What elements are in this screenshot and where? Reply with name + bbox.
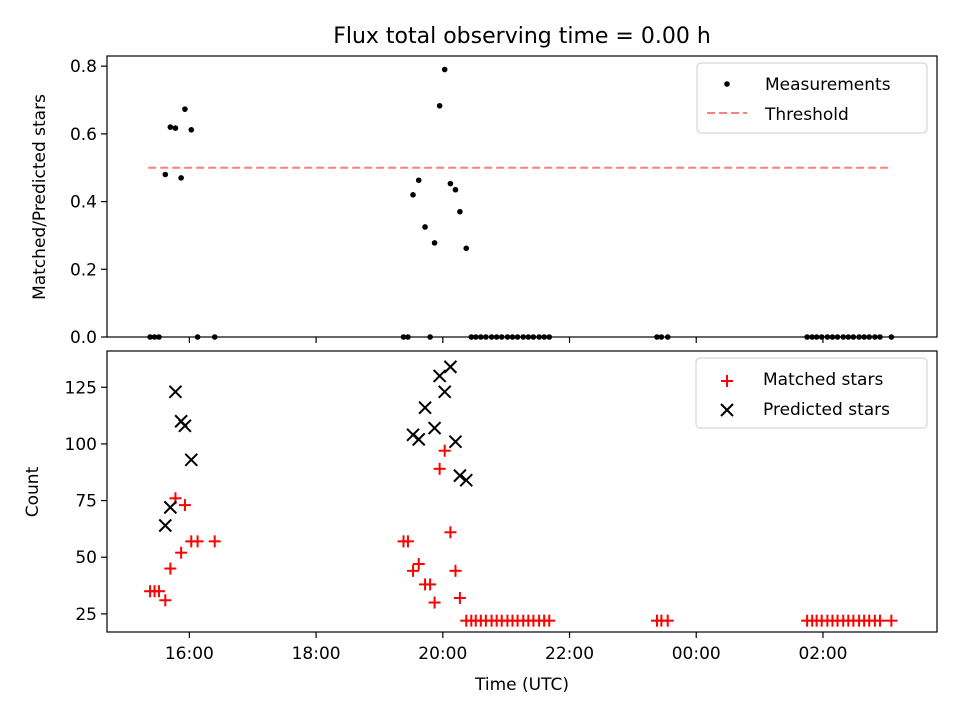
bottom-ytick-label: 25 [75,605,97,625]
matched-star-point [453,592,466,605]
top-ytick-label: 0.2 [70,260,97,280]
legend-predicted-marker [720,403,734,417]
top-ytick-label: 0.0 [70,328,97,348]
measurement-point [172,125,179,131]
matched-star-point [444,526,457,539]
legend-predicted-label: Predicted stars [763,400,890,420]
x-axis-label: Time (UTC) [474,675,569,695]
top-legend: Measurements Threshold [696,62,928,134]
predicted-star-point [163,500,178,515]
legend-measurements-marker [724,81,730,87]
measurement-point [436,102,443,109]
predicted-star-point [453,468,467,483]
measurement-point [188,127,195,133]
top-y-axis-label: Matched/Predicted stars [30,94,50,300]
matched-star-point [428,596,441,609]
xtick-label: 18:00 [292,644,341,664]
measurement-point [415,177,422,184]
matched-star-point [449,564,462,577]
matched-star-point [543,614,556,627]
measurement-point [431,240,438,246]
bottom-ytick-label: 100 [65,435,97,455]
matched-star-point [159,594,172,607]
matched-star-point [424,578,437,591]
measurement-point [457,208,463,215]
matched-star-point [873,614,886,627]
measurement-point [162,171,169,178]
xtick-label: 02:00 [798,644,847,664]
matched-star-point [208,535,221,548]
xtick-label: 20:00 [418,644,467,664]
legend-matched-marker [721,375,733,387]
matched-star-point [438,444,451,457]
matched-star-point [164,562,177,575]
bottom-legend-box [695,357,928,429]
measurement-point [410,192,416,198]
xtick-label: 00:00 [672,644,721,664]
matched-star-point [178,499,191,512]
predicted-star-point [432,369,447,383]
measurement-point [441,66,448,73]
matched-star-point [661,614,674,627]
bottom-panel: 25 50 75 100 125 16:00 18:00 20:00 22:00 00:00 02… [23,350,938,695]
measurement-point [182,106,188,112]
predicted-star-point [437,385,452,399]
legend-matched-label: Matched stars [763,370,883,390]
top-axes-frame [106,55,938,338]
top-panel: 0.00.20.40.60.8 Matched/Predicted stars … [30,55,938,348]
predicted-star-point [443,360,458,374]
bottom-y-axis-label: Count [23,466,43,517]
xtick-label: 16:00 [165,644,214,664]
xtick-label: 22:00 [545,644,594,664]
predicted-star-point [418,400,432,415]
predicted-star-point [178,419,192,433]
matched-star-point [433,462,446,475]
legend-threshold-label: Threshold [764,105,849,125]
predicted-star-point [427,421,442,435]
predicted-star-point [158,518,172,533]
bottom-ytick-label: 125 [65,378,97,398]
top-ytick-label: 0.4 [70,193,97,213]
measurement-point [463,245,470,252]
bottom-legend: Matched stars Predicted stars [695,357,928,429]
matched-star-point [407,564,420,577]
measurement-point [452,186,459,193]
matched-star-point [175,546,188,559]
bottom-axes-frame [106,350,938,633]
measurement-point [167,124,174,130]
chart-title: Flux total observing time = 0.00 h [333,24,711,49]
matched-star-point [885,614,898,627]
top-legend-box [696,62,928,134]
measurement-point [447,180,454,187]
predicted-star-point [448,434,463,449]
matched-star-point [191,535,204,548]
top-ytick-label: 0.6 [70,125,97,145]
predicted-star-point [184,453,198,467]
matched-star-point [412,558,425,571]
bottom-ytick-label: 75 [75,492,97,512]
predicted-star-point [412,432,426,447]
matched-star-point [152,585,165,598]
predicted-star-point [459,473,473,487]
legend-measurements-label: Measurements [765,75,891,95]
measurement-point [178,175,184,181]
predicted-star-point [168,385,183,399]
matched-star-point [401,535,414,548]
measurement-point [422,224,428,230]
top-ytick-label: 0.8 [70,57,97,77]
bottom-ytick-label: 50 [75,548,97,568]
